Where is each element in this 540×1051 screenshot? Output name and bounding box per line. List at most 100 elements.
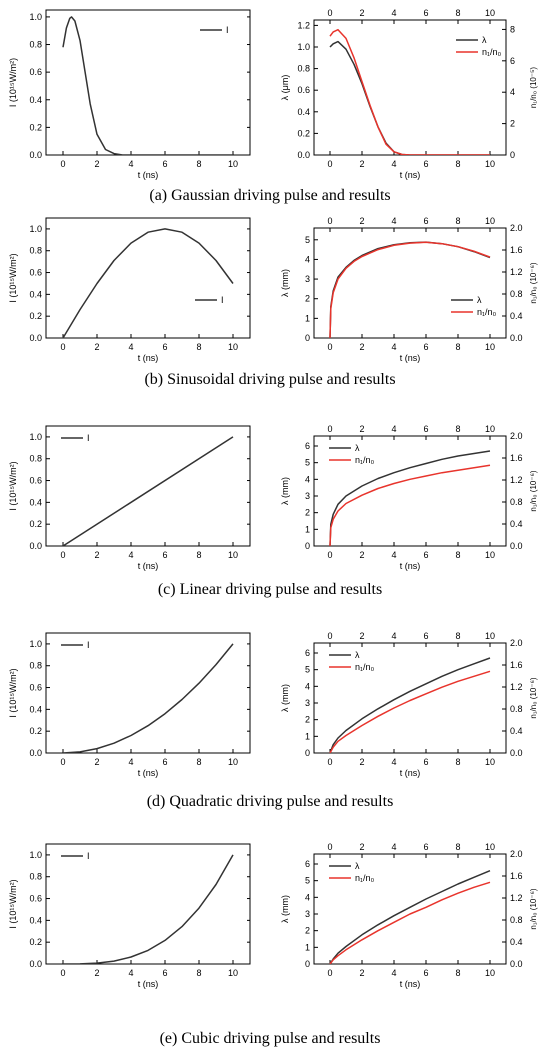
y2-tick-label: 0.8 [510,497,523,507]
y-axis-label: λ (μm) [280,75,290,101]
x-tick-label: 2 [359,342,364,352]
x-tick-label: 6 [423,757,428,767]
y2-tick-label: 0.4 [510,726,523,736]
plot-frame [313,853,507,965]
plot-frame [313,227,507,339]
x-tick-label: 8 [455,968,460,978]
y2-axis-label: n₁/n₀ (10⁻⁶) [529,470,538,511]
x-tick-label: 6 [162,159,167,169]
y2-tick-label: 1.2 [510,682,523,692]
chart-c-intensity: 0 2 4 6 8 10 t (ns) 0.0 0.2 0.4 0.6 0.8 1.0 I (10¹⁵W/… [8,425,251,571]
chart-a-intensity: 0 2 4 6 8 10 t (ns) 0.0 0.2 0.4 0.6 0.8 1.0 I (10¹⁵W/… [8,9,251,180]
x-tick-label: 10 [485,159,495,169]
x-tick-label: 2 [94,550,99,560]
y-tick-label: 1.0 [29,432,42,442]
chart-b-results: 0 0 2 2 4 4 6 6 8 8 10 10 t (ns) 0 1 2 3 4 5 λ (mm) 0.0 0.4 0.… [280,216,538,363]
y2-tick-label: 0.4 [510,519,523,529]
y2-tick-label: 2.0 [510,431,523,441]
y-tick-label: 0.2 [29,122,42,132]
x-top-tick-label: 8 [455,631,460,641]
y-tick-label: 4 [305,892,310,902]
y-tick-label: 0.4 [297,107,310,117]
legend-label: n₁/n₀ [355,455,375,465]
y-tick-label: 0.6 [29,67,42,77]
x-tick-label: 10 [228,159,238,169]
x-top-tick-label: 8 [455,216,460,226]
y2-tick-label: 0.8 [510,289,523,299]
y-axis-label: I (10¹⁵W/m²) [8,253,18,302]
y2-tick-label: 1.2 [510,893,523,903]
x-tick-label: 6 [423,342,428,352]
chart-a-results: 0 0 2 2 4 4 6 6 8 8 10 10 t (ns) 0.0 0.2 0.4 0.6 0.8 1.0 1.… [280,8,538,180]
y-tick-label: 5 [305,235,310,245]
y-axis-label: I (10¹⁵W/m²) [8,668,18,717]
y-axis-label: λ (mm) [280,895,290,923]
x-tick-label: 0 [60,342,65,352]
y2-tick-label: 1.6 [510,871,523,881]
x-tick-label: 10 [485,757,495,767]
y-tick-label: 1.0 [29,850,42,860]
x-tick-label: 4 [128,342,133,352]
y-tick-label: 0.2 [29,726,42,736]
x-tick-label: 6 [162,550,167,560]
x-top-tick-label: 6 [423,424,428,434]
y-tick-label: 0.8 [29,246,42,256]
series-line [62,228,234,338]
x-top-tick-label: 4 [391,8,396,18]
x-top-tick-label: 10 [485,842,495,852]
series-line [329,241,491,338]
y2-tick-label: 1.2 [510,475,523,485]
x-tick-label: 10 [485,968,495,978]
x-tick-label: 4 [128,757,133,767]
x-tick-label: 0 [60,159,65,169]
series-line [329,28,490,155]
x-tick-label: 8 [455,342,460,352]
legend-label: I [221,295,224,305]
y-tick-label: 2 [305,294,310,304]
x-axis-label: t (ns) [400,170,421,180]
x-tick-label: 0 [327,159,332,169]
x-top-tick-label: 8 [455,424,460,434]
x-top-tick-label: 0 [327,842,332,852]
y-tick-label: 3 [305,909,310,919]
legend-label: n₁/n₀ [355,873,375,883]
y2-tick-label: 0.4 [510,937,523,947]
y-tick-label: 0.6 [29,683,42,693]
x-tick-label: 4 [391,757,396,767]
x-tick-label: 8 [196,550,201,560]
y-tick-label: 1 [305,731,310,741]
x-axis-label: t (ns) [138,768,159,778]
legend-label: I [87,851,90,861]
y-tick-label: 2 [305,508,310,518]
caption-a: (a) Gaussian driving pulse and results [149,187,391,204]
x-tick-label: 10 [228,968,238,978]
x-tick-label: 8 [455,550,460,560]
plot-frame [313,435,507,547]
x-top-tick-label: 4 [391,631,396,641]
x-top-tick-label: 8 [455,8,460,18]
series-line [329,657,491,753]
y-tick-label: 0.0 [29,541,42,551]
y-tick-label: 0.8 [29,40,42,50]
y-tick-label: 5 [305,876,310,886]
plot-frame [45,843,251,965]
x-tick-label: 10 [485,550,495,560]
x-tick-label: 8 [196,342,201,352]
y-tick-label: 0.8 [29,454,42,464]
y-tick-label: 1.0 [29,639,42,649]
y-tick-label: 1 [305,942,310,952]
legend-label: λ [477,295,482,305]
plot-frame [313,642,507,754]
series-line [329,464,491,546]
x-top-tick-label: 2 [359,424,364,434]
y-tick-label: 6 [305,441,310,451]
x-tick-label: 6 [423,159,428,169]
x-top-tick-label: 2 [359,842,364,852]
plot-frame [45,632,251,754]
y-tick-label: 0.6 [29,268,42,278]
y2-tick-label: 2.0 [510,223,523,233]
y2-tick-label: 1.2 [510,267,523,277]
x-tick-label: 8 [455,757,460,767]
x-tick-label: 0 [60,968,65,978]
series-line [329,241,491,338]
